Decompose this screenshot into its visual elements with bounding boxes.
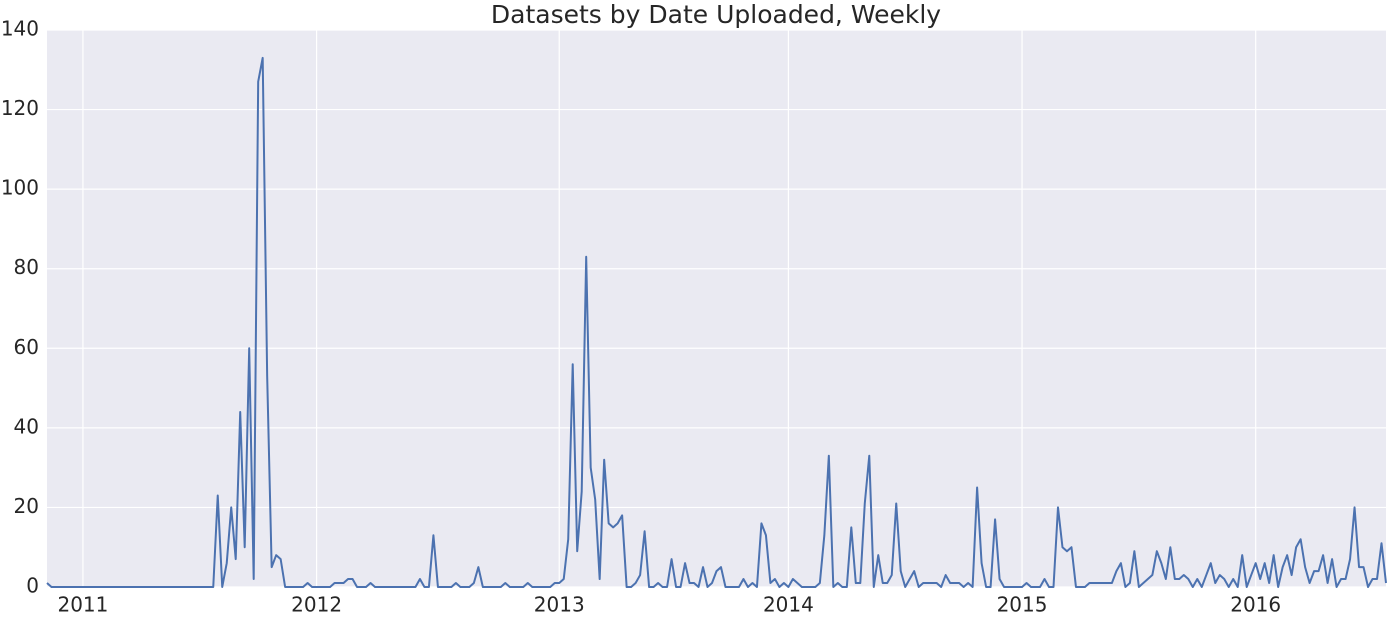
y-tick-label: 120 — [1, 96, 39, 120]
x-tick-label: 2015 — [997, 593, 1048, 617]
y-tick-label: 40 — [14, 414, 39, 438]
x-tick-label: 2016 — [1230, 593, 1281, 617]
y-tick-label: 140 — [1, 17, 39, 41]
y-tick-label: 100 — [1, 176, 39, 200]
y-tick-label: 80 — [14, 255, 39, 279]
y-tick-label: 20 — [14, 494, 39, 518]
plot-background — [47, 30, 1386, 587]
chart-title: Datasets by Date Uploaded, Weekly — [491, 0, 941, 29]
data-line — [46, 56, 1387, 588]
y-tick-label: 60 — [14, 335, 39, 359]
x-tick-label: 2012 — [291, 593, 342, 617]
x-tick-label: 2014 — [763, 593, 814, 617]
x-tick-label: 2011 — [57, 593, 108, 617]
x-tick-label: 2013 — [534, 593, 585, 617]
y-tick-label: 0 — [26, 574, 39, 598]
